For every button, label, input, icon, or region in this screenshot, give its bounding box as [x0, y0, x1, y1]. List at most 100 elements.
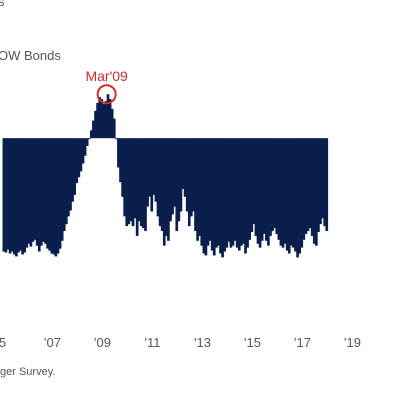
source-note: ger Survey.	[0, 366, 56, 378]
bar	[246, 138, 249, 248]
bar	[146, 138, 149, 207]
bar	[46, 138, 49, 249]
bar	[221, 138, 224, 258]
bar	[292, 138, 295, 248]
bar	[25, 138, 29, 248]
bar	[129, 138, 133, 222]
bar	[67, 138, 70, 217]
bar	[208, 138, 212, 241]
bar	[265, 138, 268, 241]
annotation-group: Mar'09	[85, 68, 128, 105]
bar	[244, 138, 247, 254]
bar	[148, 138, 152, 197]
bar	[65, 138, 68, 225]
x-tick-label: '19	[344, 335, 361, 350]
bar	[19, 138, 22, 251]
bar	[33, 138, 37, 240]
bar	[235, 138, 239, 248]
bar	[37, 138, 41, 252]
bar	[271, 138, 274, 232]
bar	[21, 138, 24, 255]
bar	[108, 99, 112, 139]
bar	[312, 138, 316, 244]
bar	[125, 138, 129, 227]
bar	[317, 138, 320, 232]
bar	[85, 138, 89, 146]
bar	[231, 138, 235, 246]
bar	[319, 138, 322, 225]
bar	[83, 138, 87, 156]
bar	[142, 138, 145, 229]
bar	[69, 138, 72, 211]
bar	[250, 138, 254, 232]
bar	[90, 130, 93, 139]
bar	[323, 138, 327, 227]
bar	[96, 103, 99, 139]
bar	[121, 138, 124, 197]
bar	[171, 138, 174, 215]
bar	[169, 138, 172, 222]
bar	[262, 138, 266, 234]
bar	[23, 138, 27, 253]
bar	[100, 99, 104, 139]
bar	[75, 138, 79, 184]
bar	[277, 138, 281, 240]
chart-title: s	[0, 0, 5, 9]
bar	[167, 138, 170, 241]
bar	[112, 118, 116, 139]
annotation-label: Mar'09	[85, 68, 128, 84]
bars-group	[2, 94, 329, 258]
bar	[281, 138, 285, 248]
bar	[162, 138, 166, 246]
x-tick-label: '11	[145, 335, 161, 350]
bar	[127, 138, 131, 225]
bar	[325, 138, 329, 232]
bar	[150, 138, 154, 212]
bar	[158, 138, 162, 227]
bar	[258, 138, 262, 248]
bar	[131, 138, 135, 227]
bar	[210, 138, 214, 251]
bar	[117, 138, 120, 168]
bar	[183, 138, 187, 197]
bar	[17, 138, 20, 253]
bar	[321, 138, 324, 219]
x-tick-label: 5	[0, 335, 6, 350]
bar	[273, 138, 277, 229]
bar	[144, 138, 147, 232]
bar	[248, 138, 252, 240]
bar	[81, 138, 85, 164]
bar	[31, 138, 35, 242]
bar	[252, 138, 256, 225]
bar	[60, 138, 64, 241]
bar	[287, 138, 291, 254]
bar	[179, 138, 183, 212]
bar	[315, 138, 318, 246]
bar	[4, 138, 8, 253]
bar	[58, 138, 62, 249]
bar	[237, 138, 241, 251]
bar	[269, 138, 272, 236]
bar	[304, 138, 308, 234]
bar	[110, 108, 114, 139]
bar	[2, 138, 6, 252]
bar	[50, 138, 54, 254]
bar	[296, 138, 299, 258]
x-tick-label: '17	[294, 335, 311, 350]
bar	[87, 138, 91, 140]
bar	[137, 138, 141, 222]
bar	[204, 138, 208, 256]
bar	[8, 138, 12, 254]
bar	[165, 138, 168, 236]
annotation-circle	[96, 84, 117, 105]
bar	[298, 138, 302, 254]
x-tick-label: '13	[194, 335, 211, 350]
bar	[275, 138, 279, 234]
bar	[225, 138, 229, 248]
bar	[223, 138, 227, 252]
bar	[254, 138, 258, 236]
bar	[200, 138, 204, 246]
bar	[217, 138, 220, 246]
bar	[227, 138, 231, 242]
